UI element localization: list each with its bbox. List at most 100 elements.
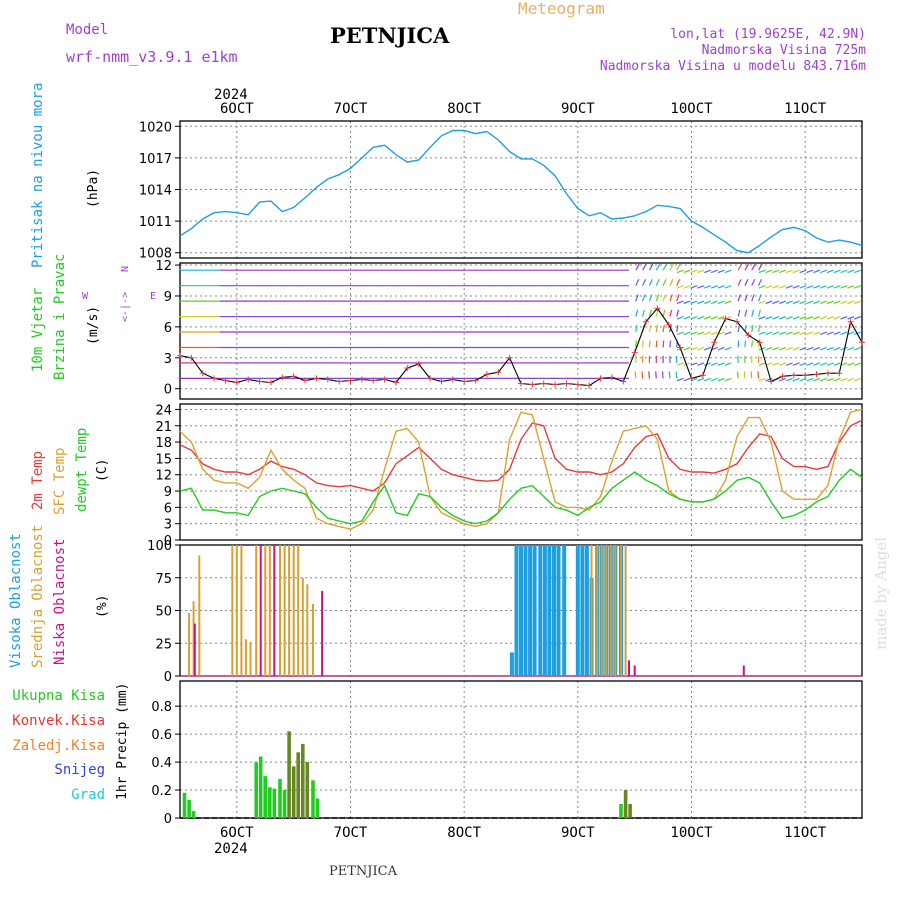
wind-arrow (758, 285, 766, 289)
wind-arrow (833, 377, 841, 382)
precip-bar (254, 762, 258, 818)
wind-arrow (737, 294, 742, 302)
wind-arrow (813, 316, 821, 320)
wind-axis-label-1: 10m Vjetar (30, 288, 46, 372)
wind-arrow (662, 324, 665, 333)
panels: 1008101110141017102003691203691215182124… (139, 120, 865, 827)
y-tick-label: 3 (164, 518, 172, 533)
wind-arrow (717, 346, 725, 351)
chart-title: PETNJICA (330, 23, 450, 48)
wind-arrow (792, 300, 800, 305)
wind-arrow (669, 340, 672, 348)
wind-arrow (785, 331, 793, 335)
precip-axis-label: 1hr Precip (mm) (115, 683, 130, 800)
wind-arrow (683, 285, 691, 289)
dewpoint-line (179, 468, 863, 525)
precip-legend: Ukupna Kisa Konvek.Kisa Zaledj.Kisa Snijeg G… (12, 688, 105, 803)
wind-arrow (758, 316, 766, 320)
wind-axis-label-2: Brzina i Pravac (52, 254, 68, 380)
wind-arrow (758, 279, 763, 286)
precip-bar (628, 804, 632, 818)
temp-sfc-line (179, 408, 863, 530)
y-tick-label: 50 (155, 605, 172, 620)
wind-arrow (799, 331, 807, 335)
wind-arrow (690, 346, 698, 351)
wind-arrow (683, 362, 691, 366)
wind-arrow (703, 331, 712, 335)
precip-panel-frame (179, 680, 863, 819)
wind-arrow (840, 300, 848, 305)
wind-arrow (697, 346, 705, 351)
wind-arrow (779, 362, 787, 366)
pressure-line (179, 129, 863, 254)
wind-arrow (737, 263, 743, 271)
wind-arrow (668, 371, 671, 379)
y-tick-label: 15 (155, 452, 172, 467)
wind-arrow (826, 285, 834, 289)
wind-arrow (724, 362, 732, 366)
wind-arrow (806, 285, 814, 289)
wind-arrow (717, 377, 725, 382)
temp-axis-label-3: dewpt Temp (74, 428, 90, 512)
wind-arrow (690, 331, 698, 335)
wind-arrow (676, 331, 684, 335)
wind-arrow (854, 362, 862, 366)
wind-arrow (710, 285, 718, 289)
wind-arrow (813, 269, 821, 274)
precip-bar (301, 743, 305, 818)
wind-arrow (675, 371, 678, 379)
wind-arrow (792, 362, 800, 366)
wind-arrow (806, 269, 814, 274)
wind-arrow (819, 362, 827, 366)
wind-arrow (819, 316, 827, 320)
wind-arrow (690, 269, 698, 274)
wind-arrow (819, 377, 827, 382)
wind-arrow (757, 371, 760, 379)
y-tick-label: 0 (164, 534, 172, 549)
wind-unit: (m/s) (86, 306, 101, 345)
wind-arrow (806, 362, 814, 366)
pressure-axis-label: Pritisak na nivou mora (30, 83, 46, 268)
precip-bar (278, 778, 282, 818)
wind-arrow (751, 340, 753, 348)
y-tick-label: 6 (164, 321, 172, 336)
time-tick-label: 10OCT (670, 825, 713, 841)
wind-arrow (751, 324, 754, 333)
time-tick-labels-top: 6OCT 7OCT 8OCT 9OCT 10OCT 11OCT (220, 101, 827, 117)
precip-bar (187, 799, 191, 818)
wind-arrow (751, 294, 755, 302)
wind-arrow (648, 340, 651, 348)
time-tick-label: 8OCT (447, 825, 481, 841)
y-tick-label: 100 (147, 539, 172, 554)
wind-arrow (648, 294, 653, 302)
precip-panel: 0 0.2 0.4 0.6 0.8 (151, 680, 863, 827)
wind-arrow (751, 279, 756, 286)
high-cloud-bar (584, 545, 589, 676)
wind-arrow (758, 263, 763, 271)
wind-arrow (724, 285, 732, 289)
high-cloud-bar (528, 545, 533, 676)
precip-legend-entry: Snijeg (54, 762, 105, 778)
wind-arrow (813, 377, 821, 382)
wind-arrow (669, 309, 673, 317)
mid-cloud-bar (288, 545, 291, 676)
low-cloud-bar (628, 660, 630, 676)
wind-arrow (765, 316, 773, 320)
mid-cloud-bar (301, 577, 304, 677)
wind-arrow (655, 294, 660, 302)
wind-arrow (676, 269, 684, 274)
y-tick-label: 1014 (139, 184, 172, 199)
y-tick-label: 75 (155, 572, 172, 587)
wind-arrow (785, 346, 793, 351)
wind-direction-arrows (178, 263, 862, 382)
precip-bar (191, 811, 196, 818)
wind-arrow (779, 285, 787, 289)
wind-arrow (758, 300, 766, 305)
wind-arrow (710, 362, 718, 366)
wind-arrow (717, 362, 725, 366)
model-label: Model (66, 22, 108, 38)
pressure-panel-frame (179, 120, 863, 259)
wind-arrow (792, 316, 800, 320)
wind-arrow (757, 324, 761, 333)
